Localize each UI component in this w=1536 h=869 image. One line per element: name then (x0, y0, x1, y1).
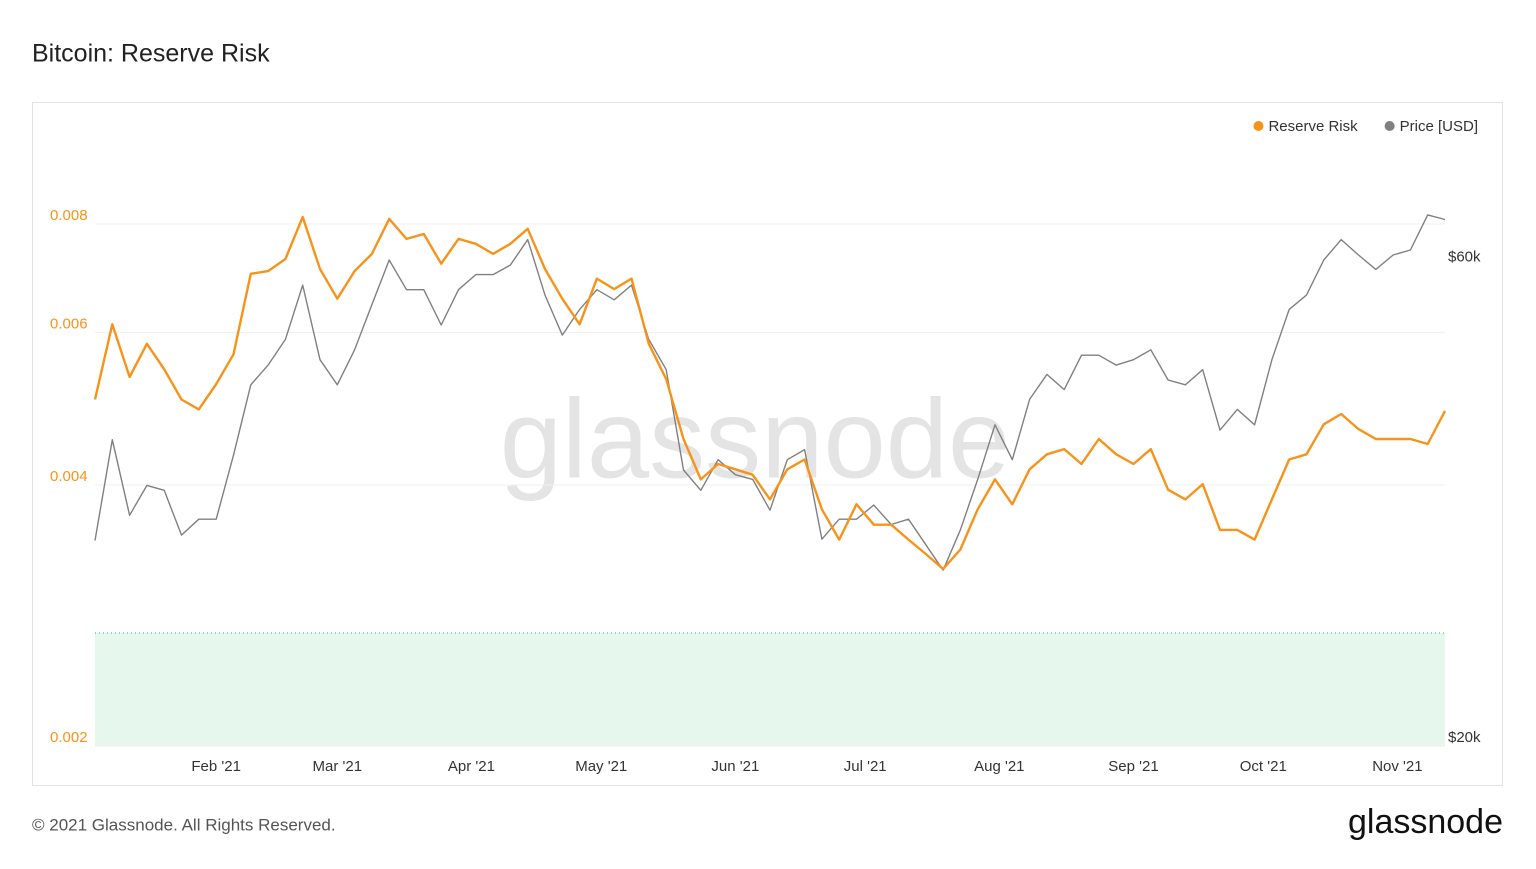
series-line (94, 214, 1446, 571)
x-tick-label: Nov '21 (1372, 758, 1422, 775)
x-tick-label: Jun '21 (711, 758, 759, 775)
x-tick-label: Jul '21 (844, 758, 887, 775)
y-tick-label: 0.002 (50, 729, 88, 746)
legend-label: Reserve Risk (1268, 118, 1358, 135)
x-tick-label: Feb '21 (191, 758, 241, 775)
chart-frame (32, 102, 1503, 786)
x-tick-label: Aug '21 (974, 758, 1024, 775)
x-tick-label: May '21 (575, 758, 627, 775)
y2-tick-label: $20k (1448, 729, 1481, 746)
x-tick-label: Mar '21 (313, 758, 363, 775)
legend-marker (1384, 121, 1395, 131)
brand-logo: glassnode (1348, 803, 1503, 841)
zone (95, 633, 1445, 746)
legend-marker (1253, 121, 1264, 131)
y-tick-label: 0.004 (50, 468, 88, 485)
x-tick-label: Oct '21 (1240, 758, 1287, 775)
legend-label: Price [USD] (1400, 118, 1478, 135)
x-tick-label: Sep '21 (1108, 758, 1158, 775)
footer: © 2021 Glassnode. All Rights Reserved. (32, 815, 336, 834)
watermark: glassnode (500, 377, 1011, 502)
y-tick-label: 0.006 (50, 315, 88, 332)
x-tick-label: Apr '21 (448, 758, 495, 775)
chart-title: Bitcoin: Reserve Risk (32, 40, 270, 68)
y2-tick-label: $60k (1448, 249, 1481, 266)
y-tick-label: 0.008 (50, 207, 88, 224)
series-line (93, 215, 1447, 571)
